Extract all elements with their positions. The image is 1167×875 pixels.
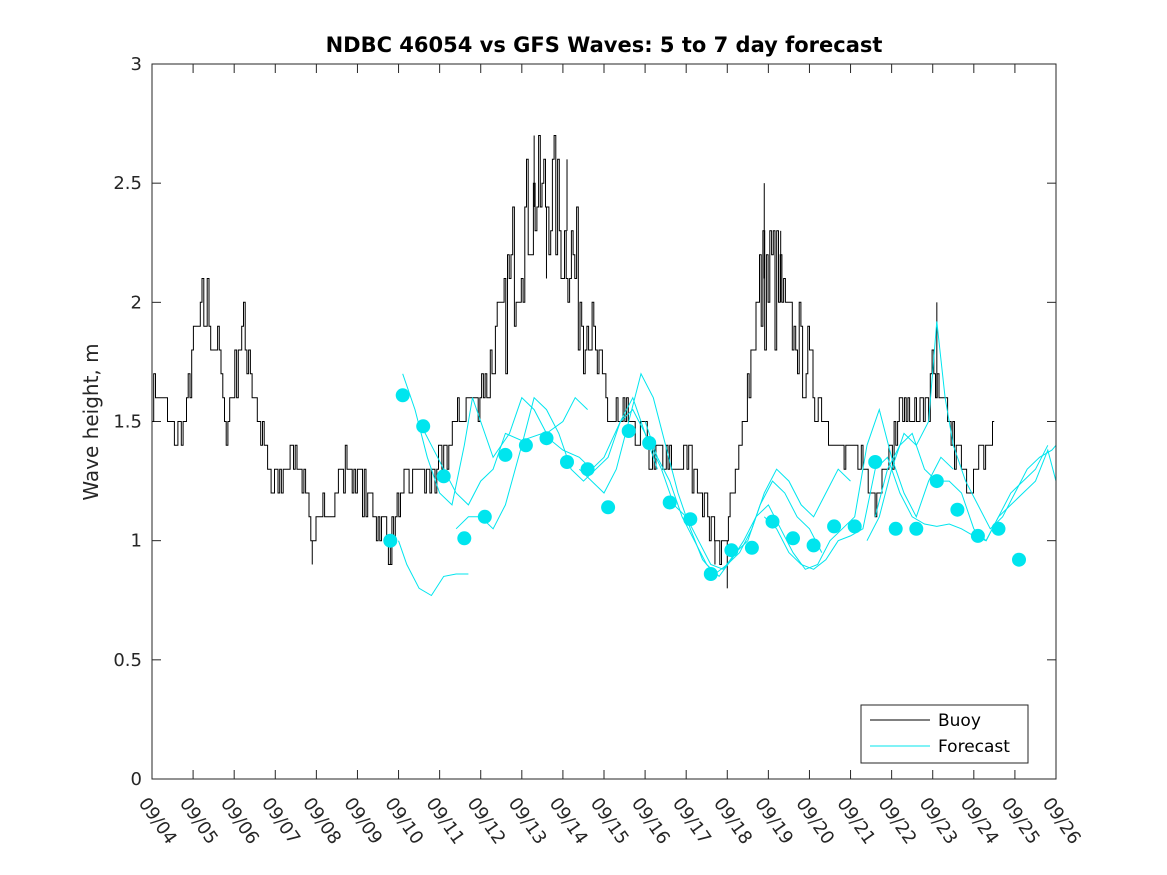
y-tick-label: 0.5 [113, 650, 142, 671]
buoy-series [152, 135, 995, 589]
y-tick-label: 2.5 [113, 173, 142, 194]
buoy-line [152, 135, 995, 565]
plot-area [152, 135, 1057, 597]
forecast-markers [383, 388, 1026, 581]
legend-forecast-label: Forecast [938, 737, 1010, 757]
legend-box [860, 704, 1029, 764]
forecast-line [402, 373, 588, 506]
forecast-marker [1012, 552, 1026, 567]
legend: Buoy Forecast [860, 704, 1029, 764]
forecast-marker [395, 388, 410, 403]
plot-frame [151, 63, 1057, 780]
forecast-marker [703, 567, 718, 581]
y-tick-label: 2 [131, 292, 142, 313]
y-tick-label: 0 [131, 769, 142, 790]
forecast-marker [786, 531, 800, 546]
forecast-marker [416, 419, 431, 434]
chart-title: NDBC 46054 vs GFS Waves: 5 to 7 day fore… [326, 33, 883, 57]
forecast-marker [642, 436, 657, 450]
forecast-marker [621, 424, 636, 438]
forecast-line [644, 407, 954, 578]
forecast-marker [827, 519, 842, 534]
forecast-line [455, 396, 823, 570]
forecast-line [763, 448, 1057, 570]
forecast-marker [806, 538, 821, 553]
forecast-marker [457, 531, 472, 546]
forecast-marker [970, 528, 985, 543]
forecast-marker [683, 512, 698, 527]
y-tick-label: 3 [131, 54, 142, 75]
forecast-marker [950, 502, 965, 517]
forecast-marker [383, 533, 398, 548]
forecast-marker [580, 462, 595, 477]
forecast-marker [601, 500, 616, 515]
legend-buoy-label: Buoy [938, 711, 981, 731]
forecast-marker [724, 543, 739, 558]
y-tick-label: 1 [131, 531, 142, 552]
forecast-marker [518, 438, 533, 453]
forecast-marker [662, 495, 677, 510]
forecast-line [866, 321, 1057, 541]
forecast-marker [498, 447, 513, 462]
forecast-marker [847, 519, 862, 534]
forecast-marker [765, 514, 780, 529]
forecast-line [398, 540, 469, 597]
forecast-marker [991, 521, 1006, 536]
forecast-marker [744, 540, 759, 555]
forecast-line [874, 432, 1049, 542]
forecast-marker [909, 521, 924, 536]
forecast-marker [868, 455, 883, 469]
forecast-marker [929, 474, 944, 489]
forecast-marker [560, 455, 574, 469]
forecast-marker [539, 431, 554, 446]
forecast-marker [477, 509, 492, 524]
y-axis-label: Wave height, m [79, 343, 103, 500]
forecast-marker [888, 521, 903, 536]
forecast-marker [436, 469, 451, 484]
forecast-line [418, 396, 658, 506]
y-tick-label: 1.5 [113, 412, 142, 433]
